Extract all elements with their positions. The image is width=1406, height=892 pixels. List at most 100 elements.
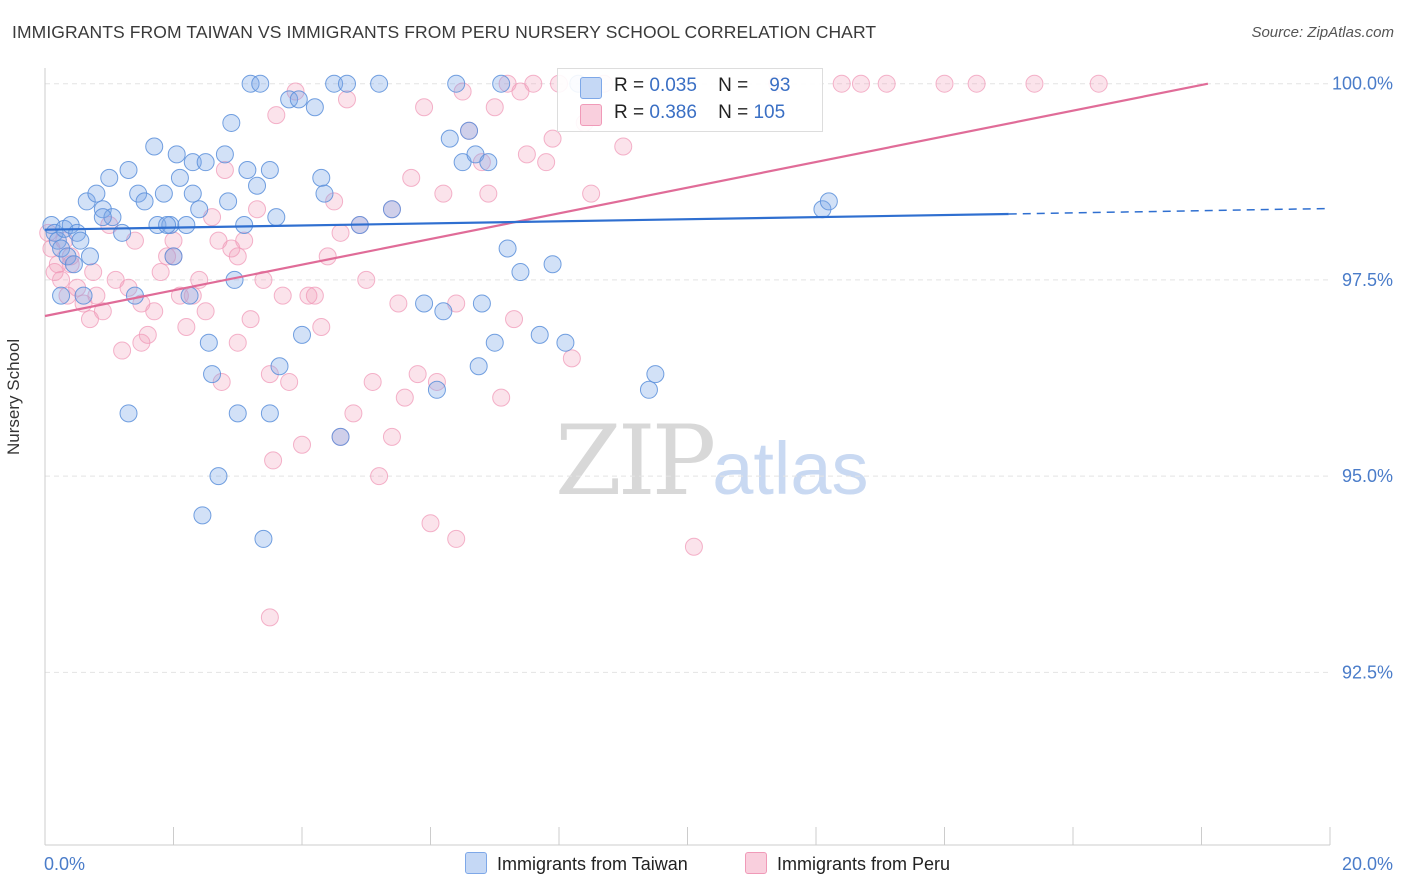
taiwan-point (556, 333, 575, 352)
peru-point (485, 98, 504, 117)
peru-point (1025, 74, 1044, 93)
legend-text-peru: R = 0.386 N = 105 (614, 102, 785, 124)
watermark: ZIPatlas (555, 405, 869, 517)
peru-point (337, 90, 356, 109)
peru-point (151, 263, 170, 282)
y-tick-label: 92.5% (1342, 662, 1393, 682)
taiwan-point (183, 153, 202, 172)
peru-trend-line (44, 82, 1209, 318)
peru-point (267, 106, 286, 125)
bottom-legend-taiwan: Immigrants from Taiwan (465, 852, 688, 875)
y-tick-label: 100.0% (1332, 74, 1393, 94)
taiwan-point (103, 208, 122, 227)
taiwan-trend-line (44, 212, 1009, 231)
taiwan-point (469, 357, 488, 376)
bottom-legend-swatch-taiwan (465, 852, 487, 874)
taiwan-point (440, 129, 459, 148)
legend-r-label: R = (614, 75, 645, 96)
taiwan-point (74, 286, 93, 305)
source-label: Source: ZipAtlas.com (1251, 24, 1394, 41)
taiwan-point (180, 286, 199, 305)
peru-point (421, 514, 440, 533)
taiwan-point (434, 302, 453, 321)
peru-point (293, 435, 311, 454)
peru-point (562, 349, 581, 368)
taiwan-point (167, 145, 186, 164)
bottom-legend-peru: Immigrants from Peru (745, 852, 950, 875)
legend-n-label: N = (718, 75, 749, 96)
taiwan-point (164, 247, 183, 266)
peru-point (395, 388, 414, 407)
legend-n-value-peru: 105 (753, 102, 786, 123)
taiwan-point (325, 74, 344, 93)
peru-point (614, 137, 633, 156)
x-tick-label-max: 20.0% (1342, 854, 1393, 874)
peru-point (492, 388, 511, 407)
peru-point (363, 372, 382, 391)
legend-n-value-taiwan: 93 (769, 75, 791, 96)
peru-point (325, 192, 344, 211)
taiwan-point (498, 239, 517, 258)
taiwan-point (135, 192, 154, 211)
legend-r-value-peru: 0.386 (649, 102, 697, 123)
bottom-legend-label-taiwan: Immigrants from Taiwan (497, 854, 688, 874)
peru-point (177, 318, 196, 336)
taiwan-point (331, 427, 350, 446)
trend-lines (44, 82, 1331, 318)
taiwan-point (64, 255, 83, 274)
taiwan-point (485, 333, 504, 352)
peru-point (280, 372, 299, 391)
taiwan-point (193, 506, 212, 525)
taiwan-point (222, 113, 241, 132)
peru-point (389, 294, 408, 313)
peru-point (158, 247, 177, 266)
peru-point (505, 310, 524, 329)
peru-point (344, 404, 363, 423)
taiwan-trend-extension (1008, 207, 1331, 215)
taiwan-points (42, 74, 838, 548)
peru-point (415, 98, 434, 117)
taiwan-point (305, 98, 324, 117)
peru-point (524, 74, 543, 93)
taiwan-point (289, 90, 308, 109)
legend-swatch-taiwan (580, 77, 602, 99)
legend-r-value-taiwan: 0.035 (649, 75, 697, 96)
peru-point (318, 247, 337, 266)
peru-point (331, 223, 350, 242)
peru-point (408, 365, 427, 384)
taiwan-point (492, 74, 511, 93)
grid-lines (45, 83, 1330, 673)
peru-point (370, 467, 389, 486)
y-tick-label: 95.0% (1342, 466, 1393, 486)
taiwan-point (238, 161, 257, 180)
peru-point (382, 427, 401, 446)
peru-point (427, 372, 446, 391)
peru-point (228, 333, 247, 352)
taiwan-point (254, 529, 273, 548)
peru-point (851, 74, 870, 93)
taiwan-point (511, 263, 530, 282)
peru-point (260, 608, 279, 627)
peru-point (145, 302, 164, 321)
peru-point (93, 302, 112, 321)
legend-swatch-peru (580, 104, 602, 126)
taiwan-point (190, 200, 209, 219)
taiwan-point (479, 153, 498, 172)
bottom-legend-label-peru: Immigrants from Peru (777, 854, 951, 874)
taiwan-point (460, 121, 479, 140)
taiwan-point (337, 74, 356, 93)
taiwan-point (472, 294, 491, 313)
taiwan-point (177, 215, 196, 234)
taiwan-point (113, 223, 132, 242)
taiwan-point (415, 294, 434, 313)
taiwan-point (248, 176, 267, 195)
peru-point (299, 286, 318, 305)
taiwan-point (196, 153, 215, 172)
taiwan-point (382, 200, 401, 219)
peru-point (212, 372, 231, 391)
legend-r-label: R = (614, 102, 645, 123)
taiwan-point (148, 215, 167, 234)
taiwan-point (312, 168, 331, 187)
taiwan-point (215, 145, 234, 164)
